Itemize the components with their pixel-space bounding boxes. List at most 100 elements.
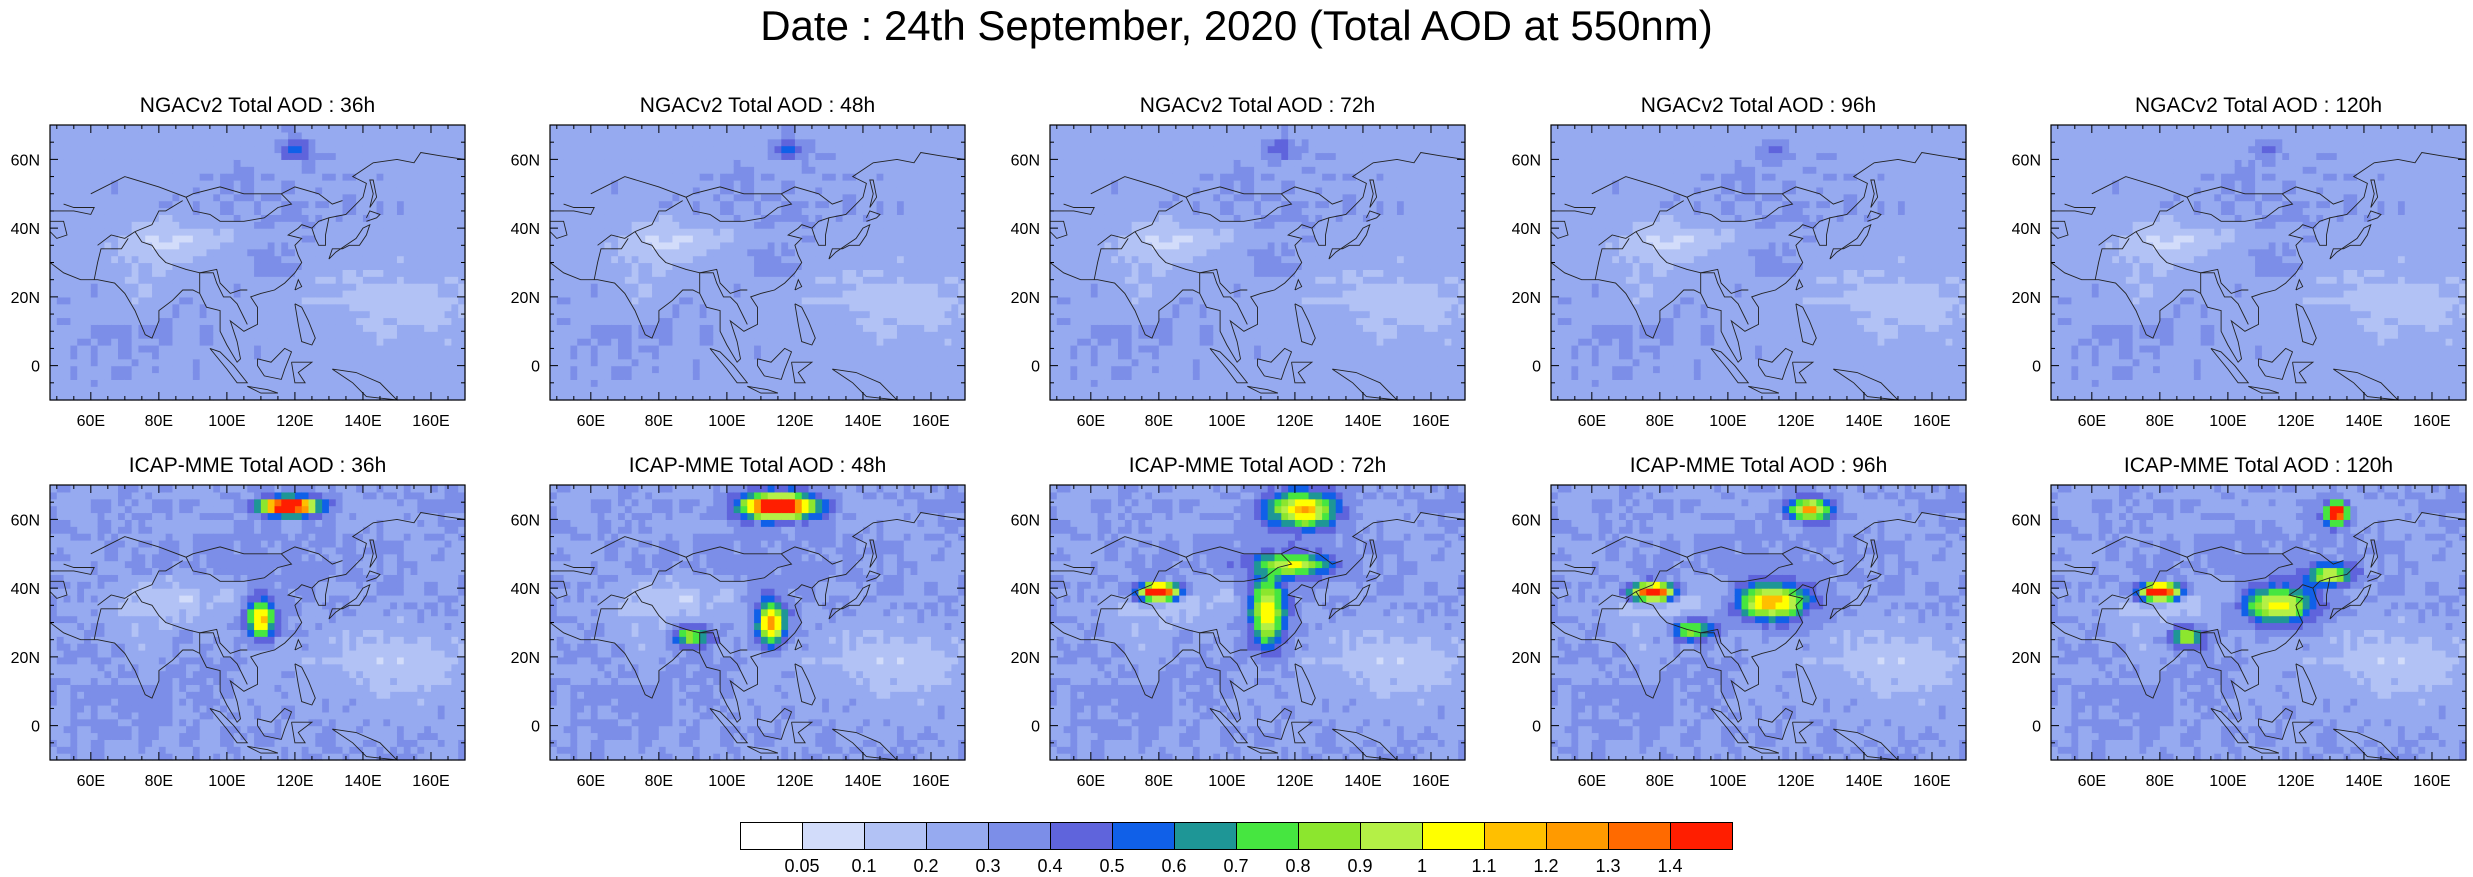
lon-tick-label: 80E <box>645 773 673 790</box>
panel-title: NGACv2 Total AOD : 72h <box>1050 93 1465 119</box>
lat-tick-label: 20N <box>511 650 540 667</box>
lon-tick-label: 60E <box>577 413 605 430</box>
lat-tick-label: 20N <box>11 650 40 667</box>
lat-tick-label: 40N <box>11 221 40 238</box>
colorbar-box <box>1670 822 1733 850</box>
lon-tick-label: 100E <box>1709 413 1746 430</box>
lon-tick-label: 160E <box>912 773 949 790</box>
lon-tick-label: 60E <box>1578 773 1606 790</box>
lon-tick-label: 100E <box>2209 773 2246 790</box>
panel-title: NGACv2 Total AOD : 120h <box>2051 93 2466 119</box>
lon-tick-label: 80E <box>1646 413 1674 430</box>
lon-tick-label: 140E <box>1845 773 1882 790</box>
lon-tick-label: 80E <box>1145 773 1173 790</box>
lon-tick-label: 60E <box>1578 413 1606 430</box>
colorbar-box <box>864 822 927 850</box>
lat-tick-label: 0 <box>531 719 540 736</box>
lat-tick-label: 20N <box>1512 650 1541 667</box>
colorbar-box <box>1422 822 1485 850</box>
lon-tick-label: 100E <box>208 773 245 790</box>
panel-title: ICAP-MME Total AOD : 48h <box>550 453 965 479</box>
lon-tick-label: 100E <box>2209 413 2246 430</box>
lon-tick-label: 60E <box>2078 413 2106 430</box>
lon-tick-label: 80E <box>145 773 173 790</box>
lat-tick-label: 60N <box>1512 152 1541 169</box>
lon-tick-label: 120E <box>1276 773 1313 790</box>
lat-tick-label: 20N <box>511 290 540 307</box>
lon-tick-label: 80E <box>645 413 673 430</box>
panel-title: ICAP-MME Total AOD : 72h <box>1050 453 1465 479</box>
lat-tick-label: 0 <box>2032 719 2041 736</box>
lat-tick-label: 0 <box>1532 719 1541 736</box>
colorbar-box <box>802 822 865 850</box>
lon-tick-label: 60E <box>77 773 105 790</box>
panel-title: ICAP-MME Total AOD : 96h <box>1551 453 1966 479</box>
colorbar-box <box>988 822 1051 850</box>
figure-title: Date : 24th September, 2020 (Total AOD a… <box>0 2 2473 50</box>
panel-title: ICAP-MME Total AOD : 36h <box>50 453 465 479</box>
lon-tick-label: 100E <box>708 773 745 790</box>
lon-tick-label: 120E <box>776 413 813 430</box>
colorbar-box <box>1360 822 1423 850</box>
lon-tick-label: 160E <box>1913 773 1950 790</box>
lon-tick-label: 120E <box>1276 413 1313 430</box>
colorbar-box <box>1174 822 1237 850</box>
lon-tick-label: 100E <box>208 413 245 430</box>
lat-tick-label: 20N <box>1011 650 1040 667</box>
lon-tick-label: 160E <box>2413 773 2450 790</box>
lon-tick-label: 80E <box>1646 773 1674 790</box>
lon-tick-label: 160E <box>412 413 449 430</box>
lon-tick-label: 140E <box>844 413 881 430</box>
lat-tick-label: 0 <box>531 359 540 376</box>
lon-tick-label: 140E <box>844 773 881 790</box>
lat-tick-label: 60N <box>11 152 40 169</box>
lon-tick-label: 140E <box>1845 413 1882 430</box>
panel-title: NGACv2 Total AOD : 36h <box>50 93 465 119</box>
colorbar-box <box>1236 822 1299 850</box>
lon-tick-label: 120E <box>776 773 813 790</box>
colorbar-box <box>1112 822 1175 850</box>
lat-tick-label: 60N <box>511 152 540 169</box>
lon-tick-label: 140E <box>344 773 381 790</box>
lat-tick-label: 40N <box>1512 581 1541 598</box>
lat-tick-label: 40N <box>11 581 40 598</box>
lat-tick-label: 20N <box>1011 290 1040 307</box>
lat-tick-label: 60N <box>511 512 540 529</box>
lat-tick-label: 40N <box>2012 581 2041 598</box>
lat-tick-label: 0 <box>31 719 40 736</box>
lon-tick-label: 100E <box>708 413 745 430</box>
panel-title: NGACv2 Total AOD : 96h <box>1551 93 1966 119</box>
colorbar-box <box>1050 822 1113 850</box>
colorbar-box <box>740 822 803 850</box>
lon-tick-label: 120E <box>276 413 313 430</box>
lat-tick-label: 20N <box>2012 650 2041 667</box>
lat-tick-label: 40N <box>511 581 540 598</box>
lon-tick-label: 140E <box>344 413 381 430</box>
lon-tick-label: 160E <box>1913 413 1950 430</box>
lon-tick-label: 160E <box>912 413 949 430</box>
lon-tick-label: 80E <box>2146 413 2174 430</box>
lon-tick-label: 160E <box>1412 773 1449 790</box>
lat-tick-label: 0 <box>1532 359 1541 376</box>
lon-tick-label: 120E <box>276 773 313 790</box>
lon-tick-label: 100E <box>1208 773 1245 790</box>
lon-tick-label: 120E <box>1777 413 1814 430</box>
colorbar-box <box>1608 822 1671 850</box>
lat-tick-label: 40N <box>1011 581 1040 598</box>
lat-tick-label: 40N <box>2012 221 2041 238</box>
colorbar-box <box>1546 822 1609 850</box>
lat-tick-label: 20N <box>11 290 40 307</box>
